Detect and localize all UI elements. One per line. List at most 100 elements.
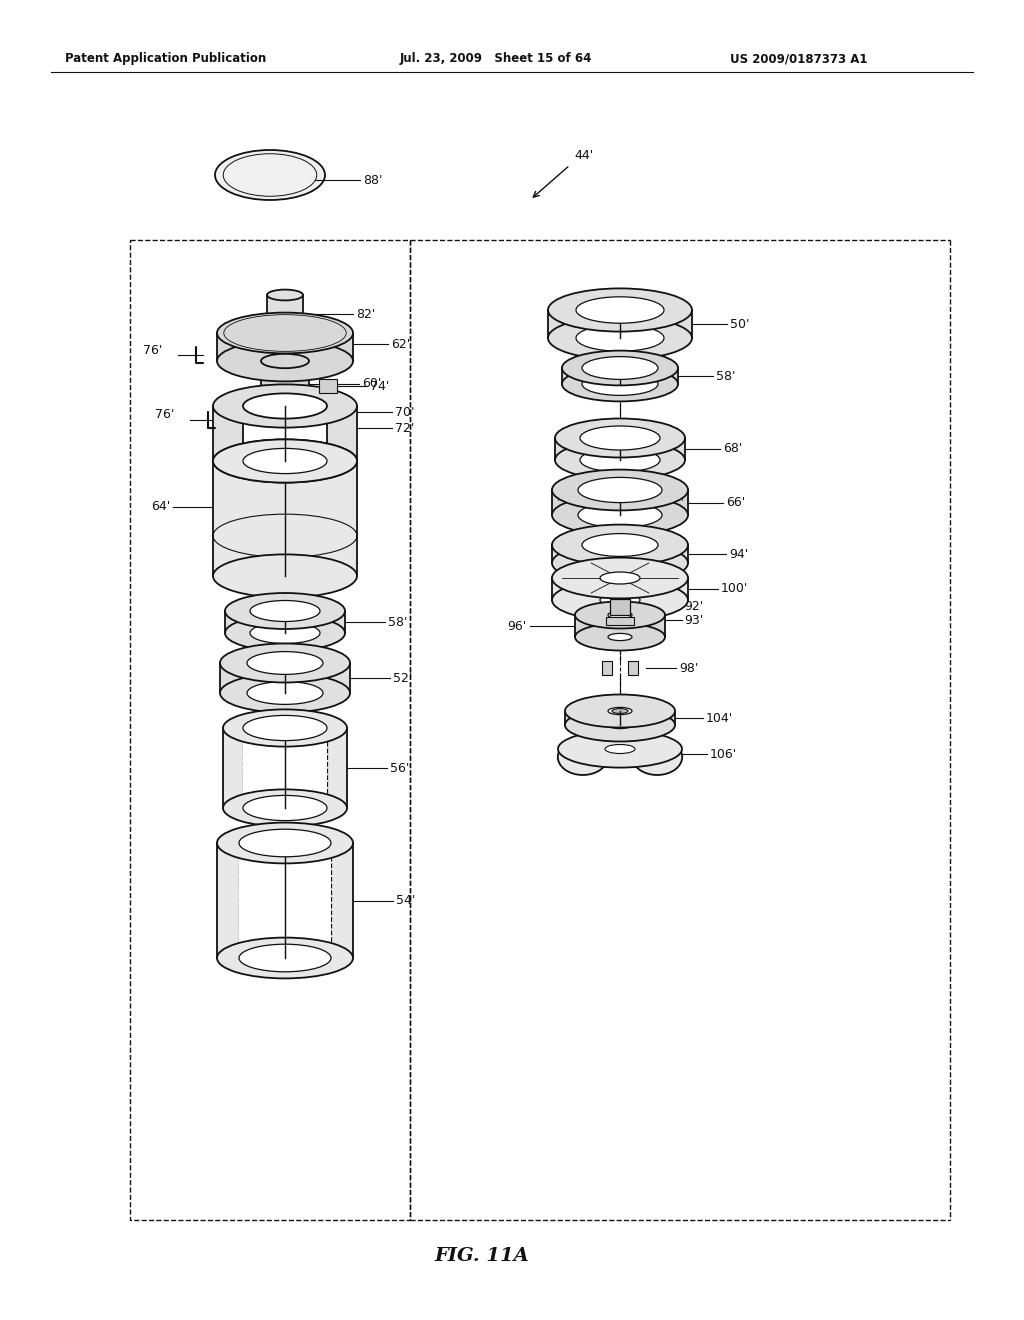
Bar [130,240,410,1220]
Ellipse shape [582,552,658,574]
Ellipse shape [575,623,665,651]
Ellipse shape [247,652,323,675]
Text: 76': 76' [155,408,174,421]
Ellipse shape [552,543,688,583]
Bar [565,711,675,725]
Bar [247,663,323,693]
Ellipse shape [548,317,692,359]
Ellipse shape [575,297,664,323]
Ellipse shape [578,503,662,528]
Text: Jul. 23, 2009   Sheet 15 of 64: Jul. 23, 2009 Sheet 15 of 64 [400,51,592,65]
Text: 70': 70' [395,405,415,418]
Text: 62': 62' [391,338,411,351]
Ellipse shape [213,440,357,483]
Bar [548,310,692,338]
Bar [578,490,662,515]
Bar [555,438,685,459]
Bar [552,578,688,601]
Bar [552,545,688,564]
Text: 60': 60' [362,378,381,389]
Ellipse shape [217,313,353,354]
Ellipse shape [239,944,331,972]
Text: 56': 56' [390,762,410,775]
Ellipse shape [608,722,632,729]
Bar [225,611,345,634]
Ellipse shape [565,694,675,727]
Ellipse shape [555,418,685,458]
Ellipse shape [225,615,345,651]
Bar [213,461,357,576]
Bar [610,599,630,615]
Bar [582,545,658,564]
Bar [602,661,612,675]
Bar [608,615,632,638]
Ellipse shape [243,715,327,741]
Text: 92': 92' [684,601,703,614]
Ellipse shape [239,829,331,857]
Text: 104': 104' [706,711,733,725]
Text: US 2009/0187373 A1: US 2009/0187373 A1 [730,51,867,65]
Text: FIG. 11A: FIG. 11A [434,1247,529,1265]
Ellipse shape [223,789,347,826]
Ellipse shape [600,572,640,583]
Ellipse shape [580,426,660,450]
Text: 64': 64' [151,500,170,513]
Ellipse shape [562,351,678,385]
Ellipse shape [582,372,658,396]
Ellipse shape [578,478,662,503]
Ellipse shape [243,449,327,474]
Ellipse shape [213,440,357,483]
Ellipse shape [552,495,688,536]
Bar [213,407,357,461]
Bar [217,843,353,958]
Ellipse shape [558,730,682,768]
Ellipse shape [608,611,632,619]
Ellipse shape [213,554,357,598]
Ellipse shape [215,150,325,201]
Bar [575,310,664,338]
Ellipse shape [261,399,309,413]
Ellipse shape [552,557,688,598]
Ellipse shape [250,601,319,622]
Ellipse shape [267,289,303,301]
Ellipse shape [223,709,347,747]
Ellipse shape [217,341,353,381]
Ellipse shape [582,356,658,379]
Ellipse shape [605,744,635,754]
Text: 96': 96' [508,619,527,632]
Text: 58': 58' [716,370,735,383]
Bar [261,360,309,407]
Ellipse shape [600,594,640,606]
Bar [600,578,640,601]
Bar [608,711,632,725]
Text: 66': 66' [726,496,745,510]
Ellipse shape [552,579,688,620]
Text: 44': 44' [574,149,593,162]
Ellipse shape [582,533,658,557]
Ellipse shape [217,937,353,978]
Ellipse shape [243,796,327,821]
Ellipse shape [575,602,665,628]
Bar [223,729,347,808]
Bar [575,615,665,638]
Ellipse shape [213,384,357,428]
Ellipse shape [548,288,692,331]
Ellipse shape [267,327,303,338]
Ellipse shape [217,822,353,863]
Text: 72': 72' [395,421,415,434]
Text: 88': 88' [362,173,383,186]
Text: 98': 98' [679,661,698,675]
Ellipse shape [247,681,323,705]
Text: 106': 106' [710,747,737,760]
Bar [319,379,337,393]
Ellipse shape [558,739,608,775]
Text: 82': 82' [356,308,376,321]
Bar [580,438,660,459]
Ellipse shape [261,354,309,368]
Bar [582,368,658,384]
Ellipse shape [552,524,688,565]
Text: Patent Application Publication: Patent Application Publication [65,51,266,65]
Bar [239,843,331,958]
Ellipse shape [220,673,350,713]
Bar [552,490,688,515]
